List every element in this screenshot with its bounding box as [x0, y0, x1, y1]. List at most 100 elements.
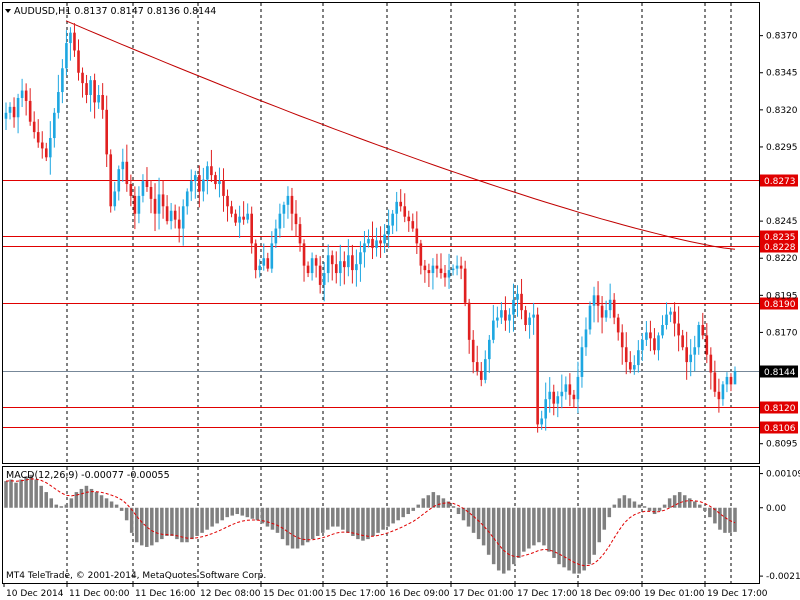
- candle-body: [97, 95, 100, 103]
- candle-body: [105, 109, 108, 155]
- candle-body: [330, 255, 334, 265]
- candle-body: [367, 238, 370, 244]
- candle-body: [697, 325, 701, 348]
- candle-body: [443, 273, 447, 278]
- candle-body: [351, 255, 354, 271]
- candle-body: [475, 362, 479, 371]
- candle-body: [32, 121, 36, 133]
- macd-bar: [44, 492, 48, 508]
- level-price-tag: [760, 297, 798, 310]
- candle-body: [28, 100, 32, 122]
- macd-bar: [129, 507, 134, 533]
- level-price-tag: [760, 174, 798, 187]
- candle-body: [488, 339, 491, 360]
- macd-bar: [74, 492, 79, 508]
- candle-body: [427, 270, 431, 274]
- level-price-tag: [760, 240, 798, 253]
- macd-bar: [557, 507, 561, 565]
- candle-body: [137, 195, 141, 214]
- macd-bar: [718, 507, 722, 530]
- moving-average: [65, 20, 736, 250]
- price-label: 0.8370: [766, 32, 798, 42]
- macd-bar: [672, 495, 677, 508]
- level-price-label: 0.8190: [764, 300, 796, 310]
- candle-body: [202, 179, 205, 192]
- candle-body: [53, 112, 56, 139]
- macd-bar: [265, 507, 270, 527]
- macd-bar: [431, 492, 436, 508]
- candle-body: [596, 295, 600, 306]
- time-label: 19 Dec 17:00: [707, 589, 768, 599]
- candle-body: [516, 293, 519, 300]
- candle-body: [479, 371, 483, 380]
- candle-body: [657, 335, 660, 351]
- candle-body: [693, 347, 697, 355]
- dropdown-triangle-icon[interactable]: [5, 9, 11, 13]
- macd-bar: [371, 507, 375, 536]
- candle-body: [286, 195, 290, 205]
- ma-line: [65, 20, 736, 250]
- candle-body: [234, 213, 237, 223]
- candle-body: [608, 299, 612, 311]
- macd-bar: [698, 504, 702, 508]
- candle-body: [673, 311, 676, 324]
- candle-body: [153, 198, 157, 214]
- level-price-tag: [760, 230, 798, 243]
- time-label: 16 Dec 09:00: [389, 589, 450, 599]
- candle-body: [624, 347, 628, 363]
- candle-body: [270, 243, 274, 269]
- candle-body: [508, 314, 511, 321]
- macd-bar: [713, 507, 717, 524]
- macd-bar: [99, 495, 104, 508]
- macd-bar: [320, 507, 325, 533]
- price-axis: 0.8370 0.8345 0.8320 0.8295 0.8245 0.8220 0.81…: [759, 32, 800, 582]
- candle-body: [20, 90, 24, 98]
- candle-body: [61, 68, 64, 93]
- copyright: MT4 TeleTrade, © 2001-2014, MetaQuotes S…: [6, 571, 266, 581]
- candle-body: [407, 216, 411, 222]
- candle-body: [645, 332, 648, 340]
- candlestick-series: [4, 23, 737, 433]
- candle-body: [733, 371, 737, 385]
- macd-bar: [64, 504, 69, 508]
- candle-body: [544, 399, 548, 419]
- candle-body: [685, 347, 688, 363]
- macd-bar: [155, 507, 159, 543]
- candle-body: [57, 92, 60, 113]
- macd-label: 0.00109: [766, 470, 800, 480]
- candle-body: [483, 359, 487, 380]
- macd-bar: [69, 498, 74, 508]
- macd-bar: [647, 507, 652, 511]
- macd-bar: [89, 488, 94, 508]
- candle-body: [713, 372, 717, 392]
- candle-body: [347, 255, 350, 268]
- level-price-tag: [760, 401, 798, 414]
- candle-body: [121, 161, 125, 170]
- candle-body: [399, 201, 403, 207]
- candle-body: [65, 43, 68, 69]
- candle-body: [145, 181, 149, 187]
- candle-body: [181, 206, 185, 229]
- candle-body: [141, 181, 145, 196]
- level-price-label: 0.8106: [764, 424, 796, 434]
- candle-body: [363, 243, 366, 253]
- level-price-label: 0.8273: [764, 177, 796, 187]
- candle-body: [326, 255, 330, 274]
- candle-body: [254, 243, 258, 271]
- macd-bar: [667, 498, 672, 508]
- candle-body: [532, 314, 535, 318]
- candle-body: [36, 132, 40, 143]
- time-label: 17 Dec 17:00: [517, 589, 578, 599]
- candle-body: [318, 265, 322, 285]
- time-label: 19 Dec 01:00: [644, 589, 705, 599]
- candle-body: [616, 317, 620, 333]
- candle-body: [628, 362, 632, 370]
- candle-body: [165, 206, 169, 222]
- macd-signal-line: [5, 478, 736, 567]
- indicator-info: MACD(12,26,9) -0.00077 -0.00055: [6, 470, 170, 481]
- macd-bar: [104, 498, 109, 508]
- candle-body: [512, 299, 515, 315]
- macd-bar: [195, 507, 199, 536]
